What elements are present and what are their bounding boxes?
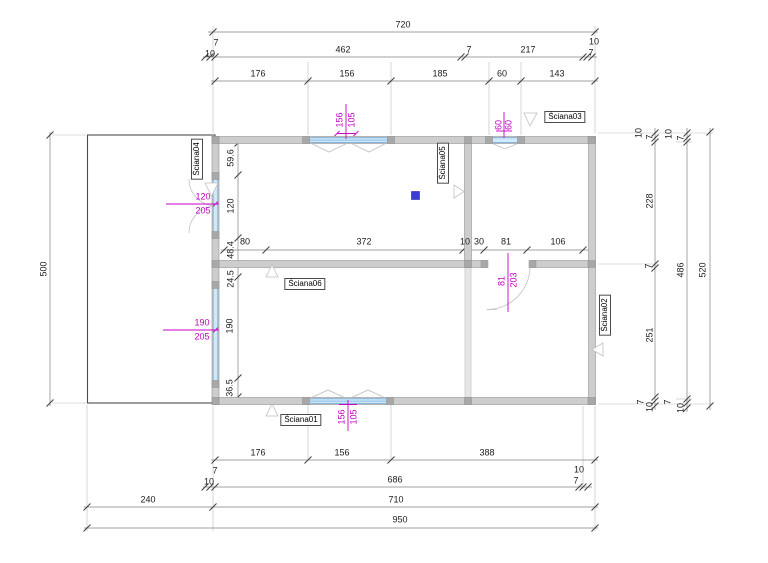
dim-int-106: 106 — [550, 236, 566, 247]
opening-left-window-width: 190 — [194, 317, 210, 328]
dim-top-60: 60 — [496, 68, 508, 79]
dim-int-81: 81 — [500, 236, 512, 247]
opening-bottom-window-width: 156 — [336, 409, 347, 425]
dim-right-c2-top7: 7 — [675, 135, 686, 141]
dimension-lines — [46, 28, 714, 532]
dim-top-right10: 10 — [588, 36, 600, 47]
dim-right-c2-top10: 10 — [663, 128, 674, 140]
dim-int-120: 120 — [225, 198, 236, 214]
opening-interior-door-height: 203 — [508, 272, 519, 288]
wall-mid-left[interactable] — [211, 260, 488, 268]
dim-top-176: 176 — [250, 68, 266, 79]
dim-int-190: 190 — [224, 318, 235, 334]
window-left-190[interactable] — [212, 282, 219, 384]
wall-right[interactable] — [588, 136, 596, 405]
dim-left-500: 500 — [38, 261, 49, 277]
dim-right-c1-251: 251 — [644, 327, 655, 343]
dim-bottom-240: 240 — [140, 494, 156, 505]
dim-bottom-710: 710 — [388, 494, 404, 505]
dim-right-c1-228: 228 — [644, 193, 655, 209]
dim-top-185: 185 — [432, 68, 448, 79]
dim-bottom-overall: 950 — [392, 514, 408, 525]
wall-interior-lower[interactable] — [464, 267, 472, 398]
dim-bottom-left7: 7 — [212, 465, 218, 476]
selected-grip[interactable] — [411, 191, 420, 200]
marker-sciana03 — [523, 112, 538, 127]
opening-bottom-window-height: 105 — [348, 409, 359, 425]
dim-int-30: 30 — [473, 236, 485, 247]
dim-bottom-right10: 10 — [573, 464, 585, 475]
opening-left-door-height: 205 — [195, 205, 211, 216]
dim-right-c3-520: 520 — [697, 262, 708, 278]
dim-right-c1-mid7: 7 — [643, 263, 654, 269]
openings[interactable] — [212, 137, 521, 404]
dim-right-c2-bot7: 7 — [662, 399, 673, 405]
wall-label-sciana05: Ściana05 — [437, 142, 449, 184]
door-swing-left-lower — [188, 205, 217, 234]
dim-int-10: 10 — [459, 236, 471, 247]
wall-top[interactable] — [211, 136, 596, 144]
wall-label-sciana02: Ściana02 — [599, 294, 611, 336]
dim-right-c1-bot10: 10 — [644, 401, 655, 413]
opening-top-small-window-width: 60 — [493, 119, 504, 131]
extension-lines — [52, 26, 713, 531]
dim-top-right7: 7 — [588, 47, 594, 58]
marker-sciana01 — [265, 403, 279, 417]
dim-int-80: 80 — [239, 236, 251, 247]
dim-int-24.5: 24.5 — [225, 270, 236, 288]
wall-label-sciana04: Ściana04 — [191, 138, 203, 180]
dim-top-143: 143 — [549, 68, 565, 79]
dim-int-59.6: 59.6 — [225, 149, 236, 167]
opening-dimension-lines — [163, 104, 512, 431]
marker-sciana06 — [265, 264, 279, 278]
dim-top-overall: 720 — [395, 19, 411, 30]
dim-top-462: 462 — [335, 44, 351, 55]
opening-left-window-height: 205 — [194, 331, 210, 342]
dim-bottom-686: 686 — [387, 474, 403, 485]
dim-right-c1-top10: 10 — [633, 127, 644, 139]
dim-top-156: 156 — [339, 68, 355, 79]
opening-top-window-height: 105 — [346, 112, 357, 128]
dim-right-c1-top7: 7 — [644, 134, 655, 140]
wall-interior-upper[interactable] — [464, 142, 472, 268]
dim-int-48.4: 48.4 — [225, 241, 236, 259]
dim-top-left7: 7 — [213, 37, 219, 48]
dim-int-36.5: 36.5 — [224, 379, 235, 397]
dim-bottom-388: 388 — [479, 447, 495, 458]
marker-sciana05 — [453, 184, 465, 199]
dim-top-mid7: 7 — [466, 44, 472, 55]
dim-bottom-right7: 7 — [573, 475, 579, 486]
door-swing-left-upper — [188, 178, 217, 207]
opening-top-small-window-height: 60 — [503, 119, 514, 131]
dim-bottom-176: 176 — [250, 447, 266, 458]
dim-bottom-left10: 10 — [203, 476, 215, 487]
dim-top-217: 217 — [520, 44, 536, 55]
wall-mid-right[interactable] — [529, 260, 596, 268]
opening-left-door-width: 120 — [195, 191, 211, 202]
opening-top-window-width: 156 — [334, 112, 345, 128]
marker-sciana04 — [204, 182, 219, 197]
marker-sciana02 — [591, 342, 604, 357]
window-top-60[interactable] — [489, 137, 521, 143]
dim-bottom-156: 156 — [334, 447, 350, 458]
wall-label-sciana03: Ściana03 — [544, 111, 586, 123]
wall-grips — [211, 136, 596, 405]
wall-markers — [204, 112, 604, 417]
opening-interior-door-width: 81 — [496, 275, 507, 287]
casement-symbols — [308, 142, 520, 400]
dim-right-c2-486: 486 — [675, 262, 686, 278]
dim-top-left10: 10 — [204, 48, 216, 59]
wall-bottom[interactable] — [211, 397, 596, 405]
door-swings — [188, 178, 531, 310]
dim-right-c2-bot10: 10 — [675, 402, 686, 414]
dim-int-372: 372 — [356, 236, 372, 247]
wall-label-sciana01: Ściana01 — [280, 414, 322, 426]
door-swing-interior — [486, 266, 531, 310]
wall-label-sciana06: Ściana06 — [284, 278, 326, 290]
